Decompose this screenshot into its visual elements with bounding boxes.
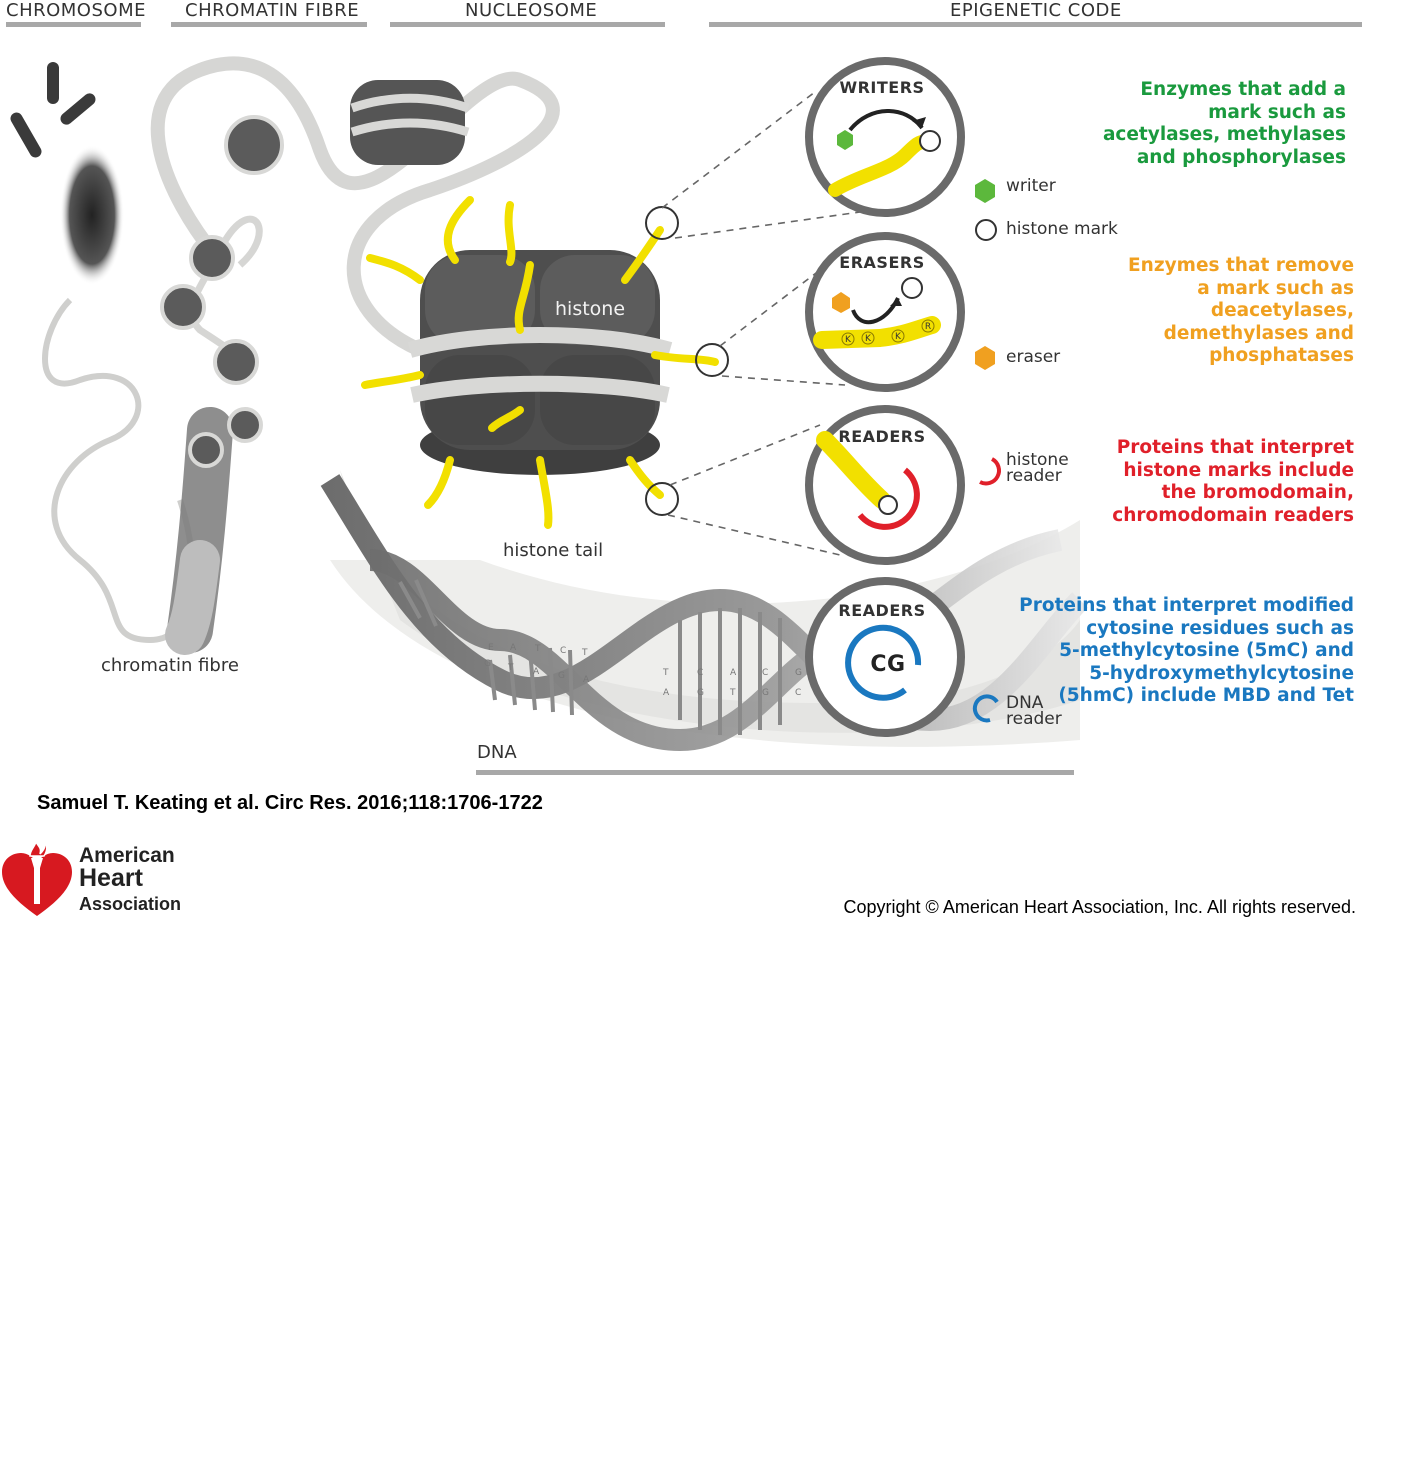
chromatin-fibre-label: chromatin fibre: [101, 655, 239, 676]
histone-readers-title: READERS: [838, 427, 926, 446]
base-br-3: G: [762, 688, 769, 698]
writers-mark: [919, 130, 941, 152]
base-bl-1: T: [507, 663, 514, 673]
chromosome-small-1: [47, 62, 59, 104]
histone-readers-panel: [805, 405, 965, 565]
legend-histone-reader: histone reader: [1006, 450, 1069, 486]
writers-panel: [805, 57, 965, 217]
erasers-residues: K K K R: [841, 319, 935, 346]
aha-heart-torch-logo: [2, 837, 72, 916]
base-tl-1: A: [510, 643, 517, 653]
eraser-hexagon: [832, 292, 850, 313]
base-tr-0: T: [662, 668, 669, 678]
dna-bases: E A T C T G T A G A T C A C G A G T G C: [484, 643, 802, 698]
legend-histone-reader-icon: [979, 457, 1001, 486]
writers-title: WRITERS: [839, 78, 925, 97]
dna-underline: [476, 770, 1074, 775]
base-bl-4: A: [583, 675, 590, 685]
copyright: Copyright © American Heart Association, …: [843, 897, 1356, 917]
base-tr-1: C: [697, 668, 703, 678]
chromosome-large-blur: [60, 145, 124, 285]
central-nucleosome: [407, 250, 673, 475]
zoom-circles: [645, 206, 729, 516]
histone-tail-label: histone tail: [503, 540, 604, 561]
dna-rungs: [398, 579, 782, 735]
header-nucleosome: NUCLEOSOME: [465, 0, 598, 21]
header-chromosome-line: [6, 22, 141, 27]
header-epigenetic-code-line: [709, 22, 1362, 27]
aha-logo-line1: American: [79, 844, 175, 867]
histone-tails: [361, 196, 719, 529]
base-br-4: C: [795, 688, 801, 698]
base-tl-2: T: [534, 644, 541, 654]
dna-label: DNA: [477, 742, 517, 763]
writer-hexagon: [837, 130, 853, 150]
dna-readers-panel: [805, 577, 965, 737]
legend-histone-mark: histone mark: [1006, 219, 1118, 239]
residue-k-2: K: [865, 334, 872, 344]
legend-dna-reader: DNA reader: [1006, 693, 1062, 729]
erasers-title: ERASERS: [839, 253, 925, 272]
legend-eraser: eraser: [1006, 347, 1061, 367]
base-br-0: A: [663, 688, 670, 698]
chromatin-fibre-thin-loop: [42, 297, 196, 644]
aha-logo-line3: Association: [79, 894, 182, 914]
erasers-panel: [805, 232, 965, 392]
base-br-1: G: [697, 688, 704, 698]
histone-readers-description: Proteins that interpret histone marks in…: [1112, 437, 1354, 526]
legend-eraser-hexagon: [975, 346, 995, 370]
base-tl-3: C: [560, 646, 566, 656]
chromatin-fibre-coil-light: [165, 540, 220, 655]
cg-label: CG: [870, 652, 906, 677]
residue-k-3: K: [895, 332, 902, 342]
base-bl-0: G: [484, 659, 491, 669]
writers-description: Enzymes that add a mark such as acetylas…: [1102, 79, 1346, 168]
base-tr-3: C: [762, 668, 768, 678]
legend-histone-mark-icon: [975, 219, 997, 241]
header-nucleosome-line: [390, 22, 665, 27]
citation: Samuel T. Keating et al. Circ Res. 2016;…: [37, 792, 543, 814]
dna-reader-arc: [845, 624, 922, 701]
aha-logo-line2: Heart: [79, 864, 143, 892]
legend-writer-hexagon: [975, 179, 995, 203]
base-tr-4: G: [795, 668, 802, 678]
header-chromosome: CHROMOSOME: [6, 0, 146, 21]
residue-r: R: [925, 322, 931, 332]
dna-readers-title: READERS: [838, 601, 926, 620]
base-tr-2: A: [730, 668, 737, 678]
erasers-mark: [901, 277, 923, 299]
erasers-histone-tail: [813, 316, 941, 349]
epigenetics-diagram: K K K R E A T C T G T A G A T C A C G: [10, 56, 1088, 775]
dna-strand-1: [320, 474, 1088, 732]
histone-readers-tail: [816, 431, 891, 509]
base-bl-3: G: [558, 671, 565, 681]
connector-lines: [661, 91, 861, 556]
nucleosome-medium: [350, 80, 470, 165]
histone-reader-arc: [857, 467, 920, 530]
dna-readers-description: Proteins that interpret modified cytosin…: [1019, 595, 1354, 706]
header-chromatin-fibre-line: [171, 22, 367, 27]
chromosome-small-2: [60, 93, 96, 125]
base-bl-2: A: [533, 667, 540, 677]
chromosome-small-3: [10, 112, 42, 158]
base-tl-0: E: [488, 643, 494, 653]
legend-dna-reader-icon: [972, 694, 999, 723]
header-epigenetic-code: EPIGENETIC CODE: [950, 0, 1122, 21]
erasers-description: Enzymes that remove a mark such as deace…: [1128, 255, 1354, 366]
chromosome-group: [10, 62, 124, 285]
histone-label: histone: [555, 298, 626, 320]
small-nucleosomes: [160, 115, 284, 468]
legend-writer: writer: [1006, 176, 1056, 196]
background-swoosh-2: [340, 470, 1080, 733]
residue-k-1: K: [845, 335, 852, 345]
base-br-2: T: [729, 688, 736, 698]
base-tl-4: T: [581, 648, 588, 658]
header-chromatin-fibre: CHROMATIN FIBRE: [185, 0, 360, 21]
